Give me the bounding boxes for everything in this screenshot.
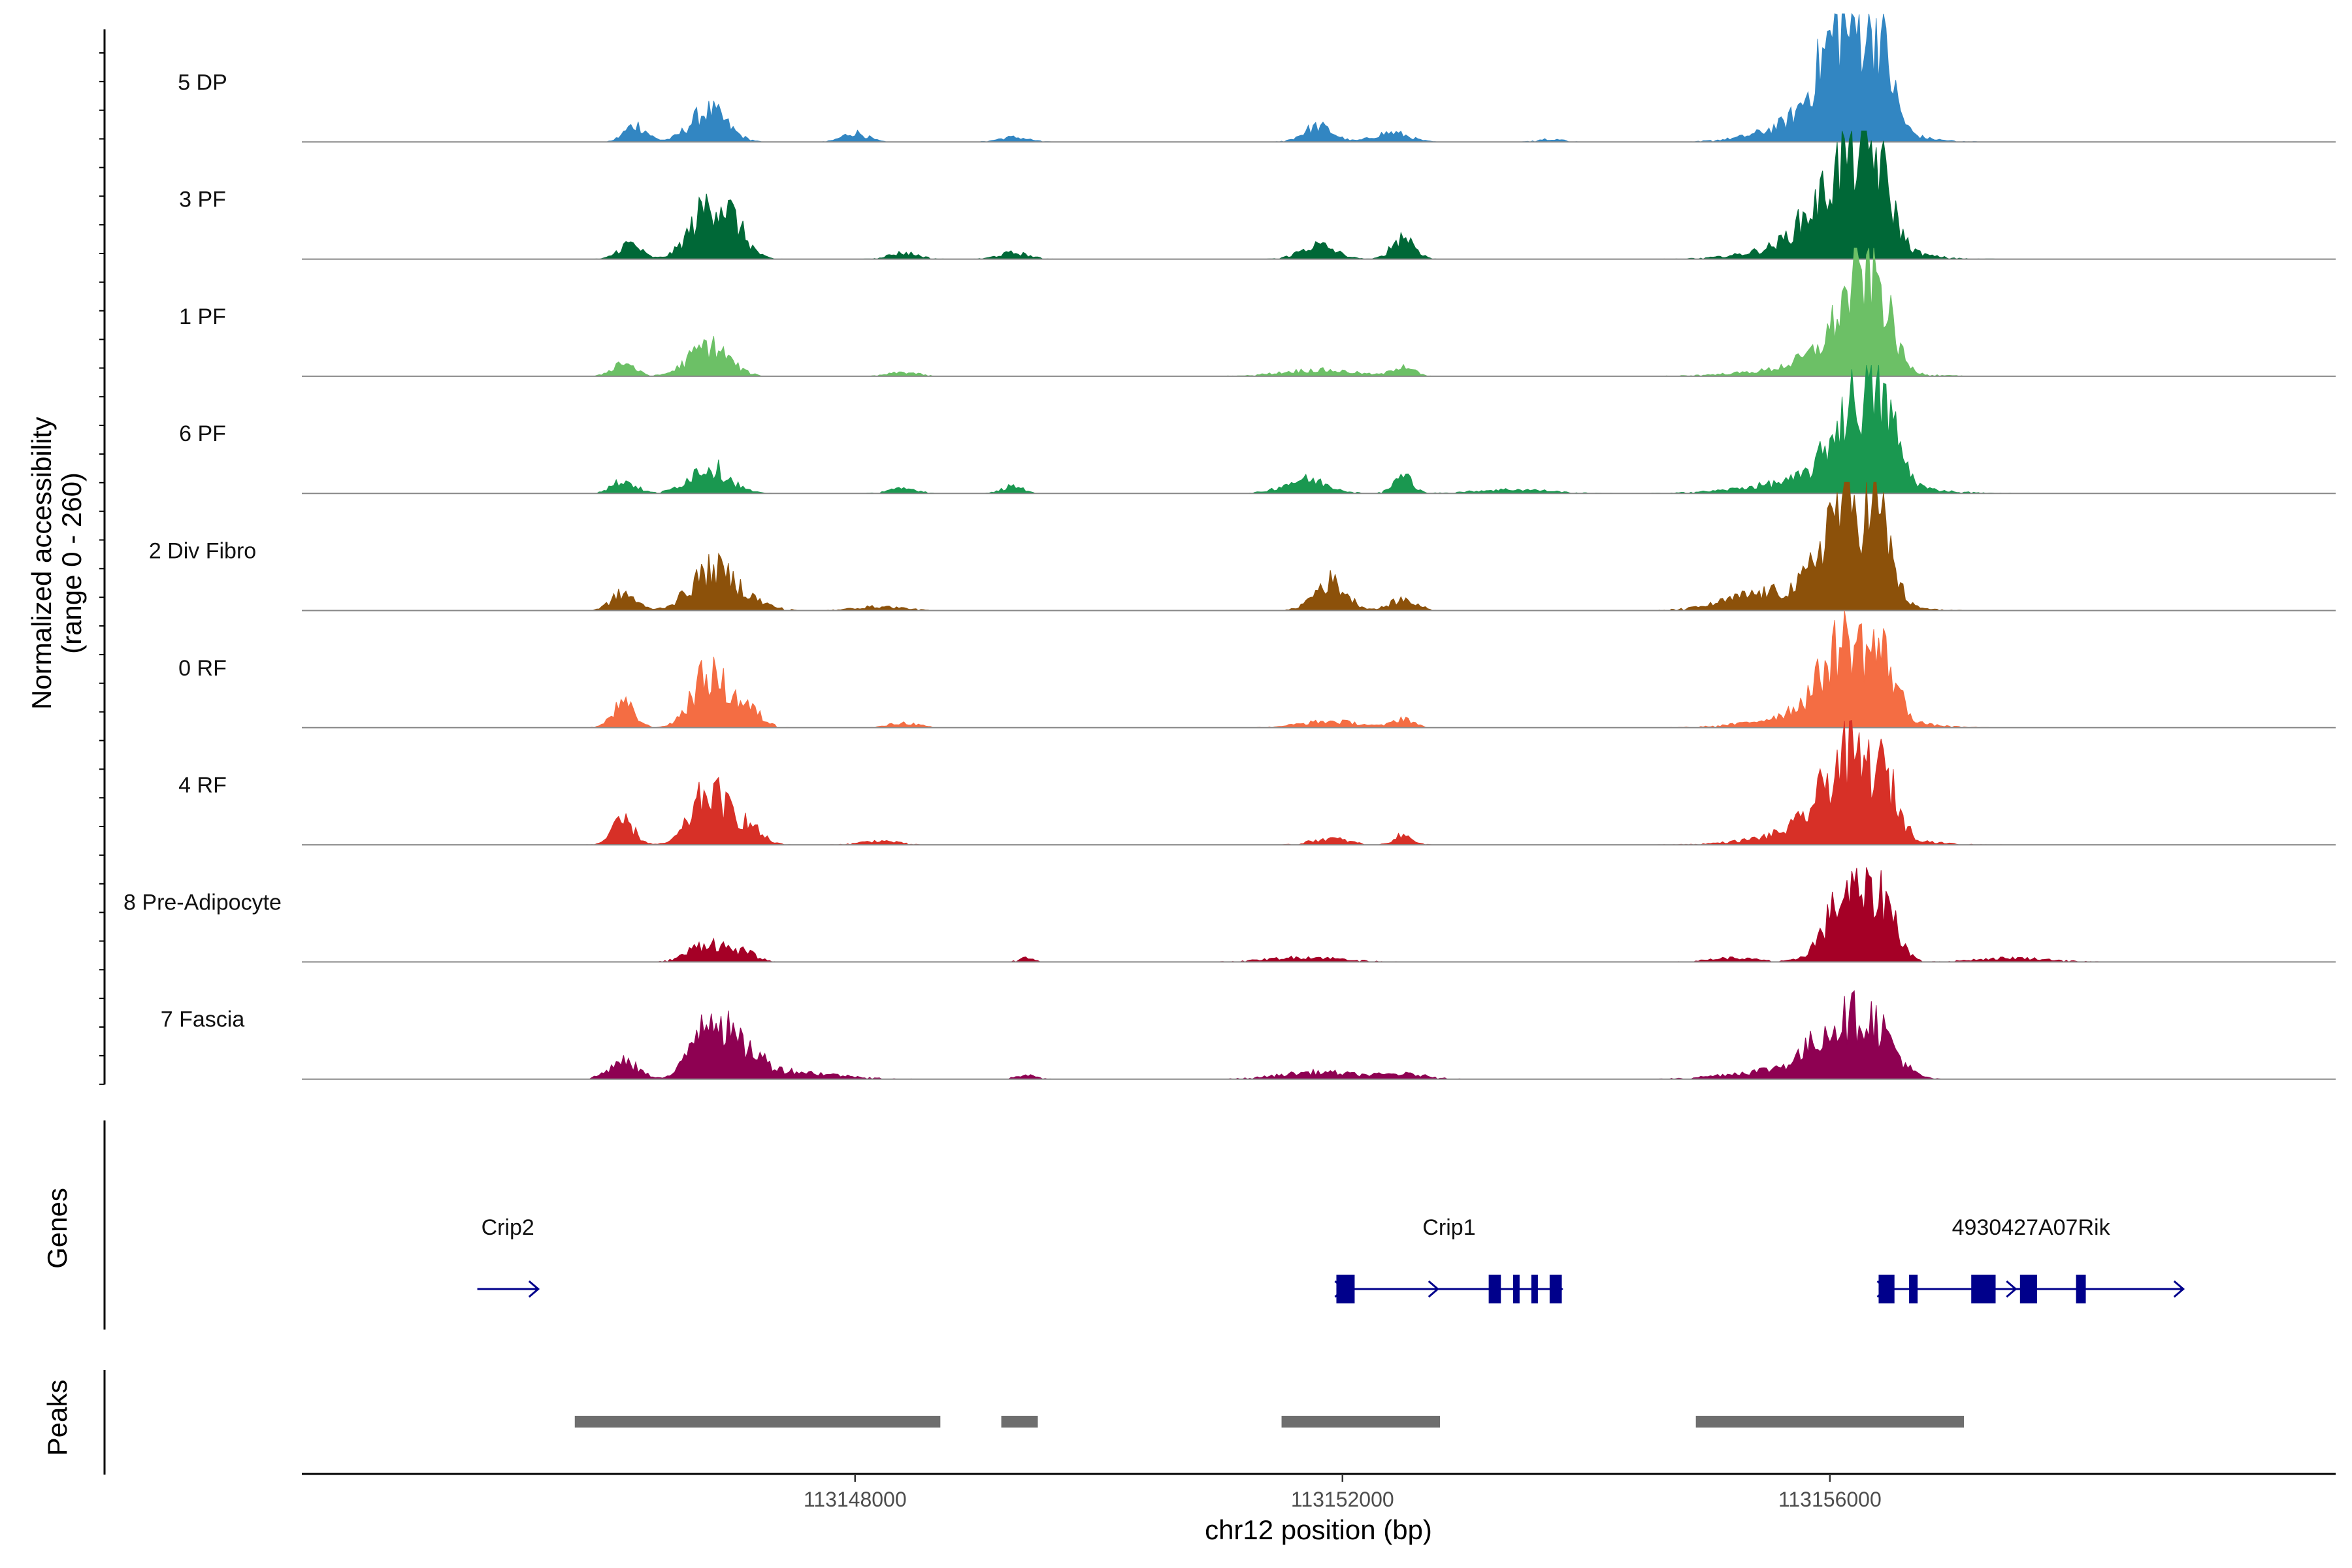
exon [1336,1275,1355,1303]
track-1-pf: 1 PF [179,248,2336,377]
strand-arrow [2173,1280,2185,1298]
y-axis-title-line1: Normalized accessibility [26,417,57,710]
genes-panel-label: Genes [42,1188,73,1269]
track-3-pf: 3 PF [179,130,2336,260]
peak-region [574,1416,941,1428]
coverage-area [392,610,2196,728]
peak-region [1695,1416,1965,1428]
coverage-area [392,248,2196,377]
strand-arrow [528,1280,540,1298]
strand-arrow [2006,1280,2017,1298]
track-2-div-fibro: 2 Div Fibro [149,482,2336,612]
exon [2076,1275,2086,1303]
track-label: 1 PF [179,304,226,329]
strand-arrow [1428,1280,1440,1298]
gene-crip1: Crip1 [1334,1215,1563,1303]
x-axis: 113148000 113152000 113156000 [302,1473,2336,1511]
coverage-area [392,867,2196,963]
peak-region [1281,1416,1441,1428]
track-label: 7 Fascia [161,1007,245,1032]
coverage-area [392,482,2196,612]
exon [1512,1275,1520,1303]
track-label: 0 RF [178,656,227,681]
coverage-area [392,365,2196,494]
track-label: 4 RF [178,773,227,798]
exon [1488,1275,1501,1303]
gene-label: 4930427A07Rik [1952,1215,2111,1240]
gene-4930427a07rik: 4930427A07Rik [1876,1215,2185,1303]
gene-label: Crip1 [1422,1215,1475,1240]
coverage-area [392,130,2196,260]
x-tick-label: 113156000 [1778,1488,1882,1511]
coverage-area [392,719,2196,845]
peaks-panel [103,1370,1965,1475]
track-label: 2 Div Fibro [149,539,256,564]
track-6-pf: 6 PF [179,365,2336,495]
track-label: 8 Pre-Adipocyte [123,890,282,915]
exon [1531,1275,1538,1303]
exon [1909,1275,1918,1303]
genes-panel: Crip2 Crip1 4930427A07Rik [103,1120,2185,1330]
exon [1878,1275,1895,1303]
coverage-area [392,12,2196,142]
track-8-pre-adipocyte: 8 Pre-Adipocyte [123,867,2336,963]
gene-crip2: Crip2 [477,1215,540,1298]
track-0-rf: 0 RF [178,610,2336,728]
track-y-axis [99,29,106,1085]
x-axis-title: chr12 position (bp) [1205,1514,1432,1545]
x-tick-label: 113152000 [1291,1488,1394,1511]
track-label: 5 DP [178,70,227,95]
gene-label: Crip2 [482,1215,534,1240]
exon [1549,1275,1562,1303]
y-axis-title-line2: (range 0 - 260) [56,472,87,654]
coverage-area [392,990,2196,1080]
track-label: 3 PF [179,188,226,212]
track-label: 6 PF [179,421,226,446]
x-tick-label: 113148000 [804,1488,907,1511]
peak-region [1001,1416,1038,1428]
track-4-rf: 4 RF [178,719,2336,846]
exon [1971,1275,1996,1303]
coverage-tracks: 5 DP 3 PF 1 PF 6 PF 2 Div Fibro 0 RF 4 RF 8 Pre… [123,12,2336,1080]
exon [2019,1275,2037,1303]
track-5-dp: 5 DP [178,12,2336,143]
track-7-fascia: 7 Fascia [161,990,2336,1080]
peaks-panel-label: Peaks [42,1380,73,1456]
